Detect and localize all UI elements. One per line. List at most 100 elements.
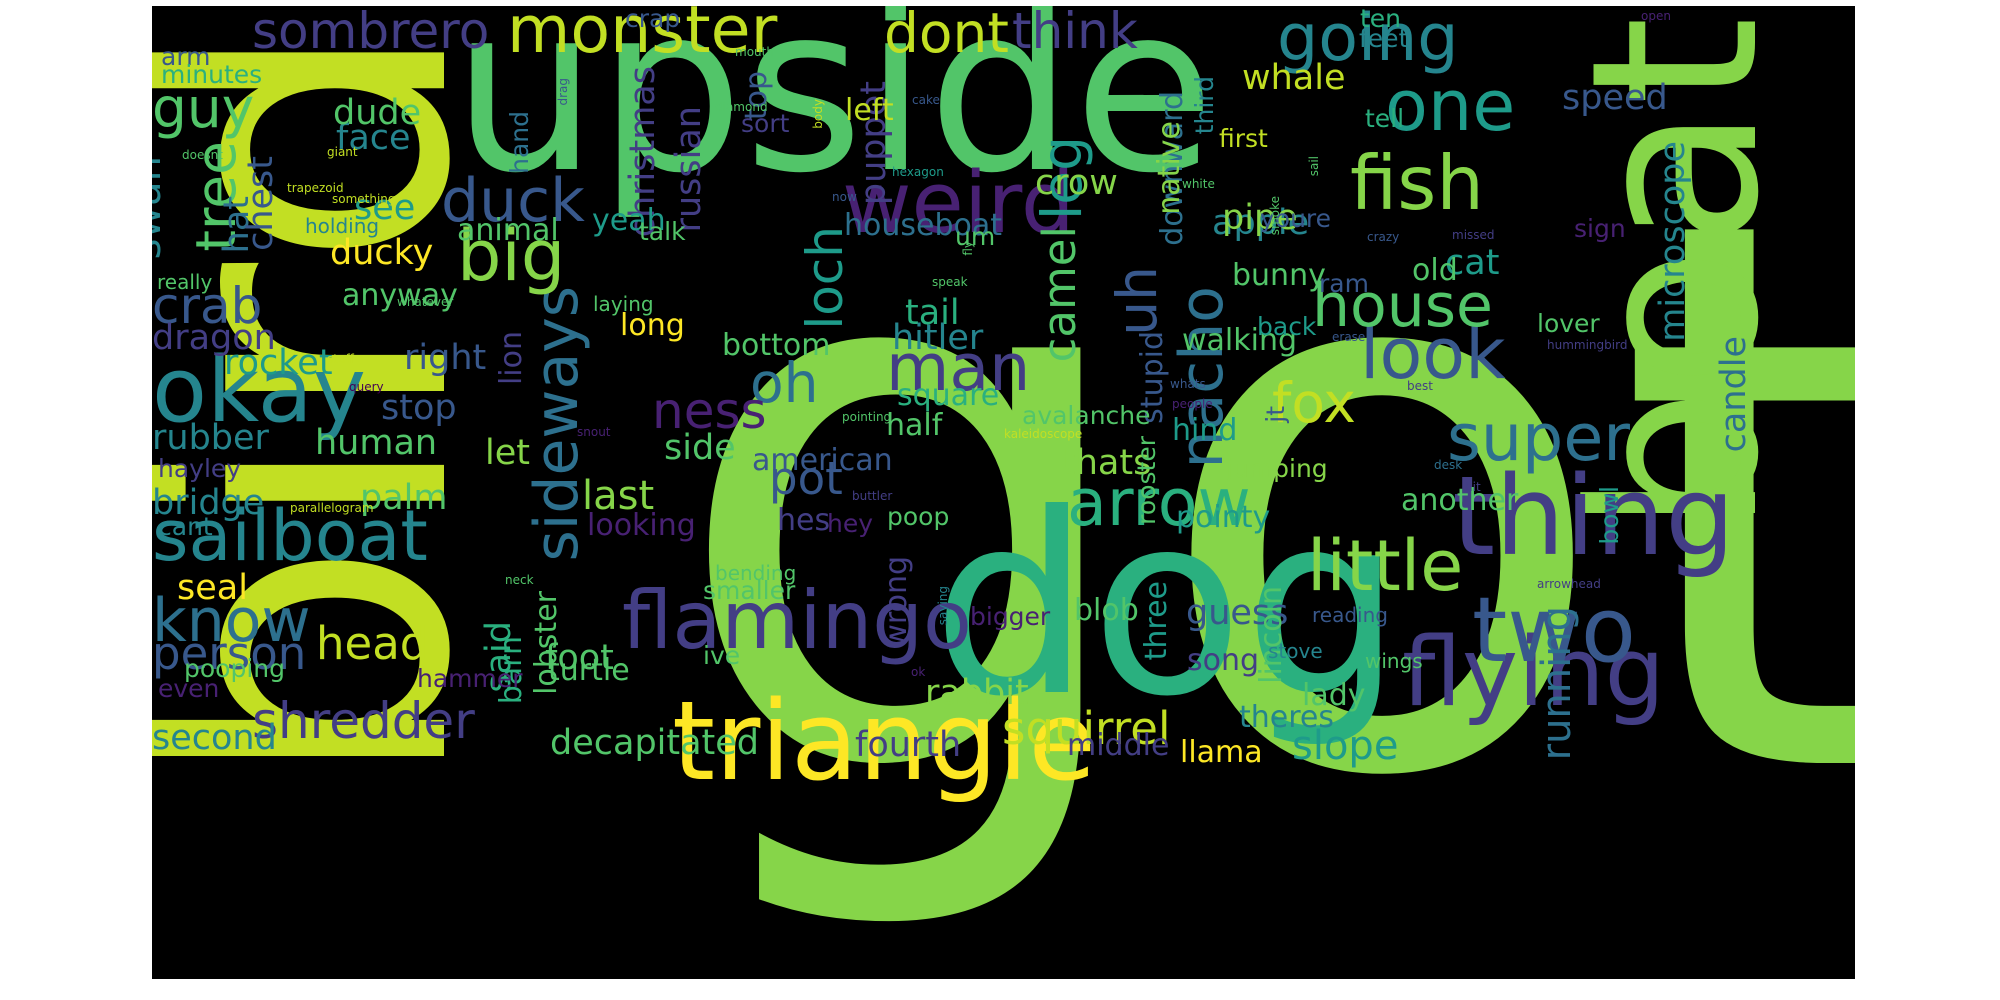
word-arrowhead: arrowhead xyxy=(1537,577,1601,591)
word-bowl: bowl xyxy=(1595,486,1624,545)
word-smoke: smoke xyxy=(1268,196,1282,236)
word-lady: lady xyxy=(1302,678,1366,713)
word-wrong: wrong xyxy=(879,556,914,649)
word-jumping: jumping xyxy=(1226,454,1328,483)
word-big: big xyxy=(457,215,566,297)
word-long: long xyxy=(620,308,685,343)
word-erase: erase xyxy=(1332,330,1366,344)
word-mouth: mouth xyxy=(735,45,774,59)
word-rubber: rubber xyxy=(152,418,269,458)
word-left: left xyxy=(845,93,894,128)
word-stuff: stuff xyxy=(327,352,354,366)
word-thats: thats xyxy=(1062,443,1152,483)
word-right: right xyxy=(404,338,487,378)
word-going: going xyxy=(1277,6,1459,76)
word-back: back xyxy=(1257,312,1317,341)
word-middle: middle xyxy=(1067,728,1170,763)
word-even: even xyxy=(158,674,220,703)
word-hexagon: hexagon xyxy=(892,165,944,179)
word-guess: guess xyxy=(1186,593,1289,633)
word-duck: duck xyxy=(441,166,585,236)
word-squirrel: squirrel xyxy=(1002,702,1171,755)
word-bridge: bridge xyxy=(152,483,265,523)
word-snout: snout xyxy=(577,425,611,439)
word-decapitated: decapitated xyxy=(550,723,760,763)
word-old: old xyxy=(1412,253,1458,288)
word-rooster: rooster xyxy=(1132,436,1161,525)
word-tail: tail xyxy=(905,293,960,333)
word-russian: russian xyxy=(669,106,709,233)
word-chest: chest xyxy=(241,156,281,251)
word-body: body xyxy=(811,99,825,129)
word-upside: upside xyxy=(452,6,1215,224)
word-flamingo: flamingo xyxy=(622,574,972,667)
word-bigger: bigger xyxy=(970,602,1051,631)
word-third: third xyxy=(1190,76,1219,135)
word-foot: foot xyxy=(545,638,614,678)
word-american: american xyxy=(752,443,893,478)
word-arrow: arrow xyxy=(1067,466,1251,541)
word-lover: lover xyxy=(1537,309,1600,338)
word-lion: lion xyxy=(494,331,529,386)
word-walking: walking xyxy=(1182,323,1298,358)
word-native: native xyxy=(1152,121,1187,215)
word-fish: fish xyxy=(1350,139,1484,227)
word-looking: looking xyxy=(587,508,696,543)
word-another: another xyxy=(1401,483,1519,518)
word-stop: stop xyxy=(381,388,457,428)
word-person: person xyxy=(152,627,307,680)
word-animal: animal xyxy=(457,213,559,248)
word-rocket: rocket xyxy=(224,343,333,383)
word-sombrero: sombrero xyxy=(252,6,490,60)
word-open: open xyxy=(1641,9,1671,23)
word-ok: ok xyxy=(911,665,926,679)
word-lincoln: lincoln xyxy=(1254,586,1289,684)
word-avalanche: avalanche xyxy=(1022,401,1151,430)
word-cake: cake xyxy=(912,93,940,107)
word-camel: camel xyxy=(1033,226,1086,363)
word-little: little xyxy=(1307,525,1464,607)
word-hammer: hammer xyxy=(417,664,523,693)
word-weird: weird xyxy=(842,154,1075,253)
word-super: super xyxy=(1447,401,1631,476)
word-hind: hind xyxy=(1172,413,1238,448)
word-minutes: minutes xyxy=(161,60,263,89)
word-missed: missed xyxy=(1452,228,1495,242)
word-fourth: fourth xyxy=(855,725,962,765)
word-theres: theres xyxy=(1239,700,1334,735)
word-white: white xyxy=(1182,177,1215,191)
word-head: head xyxy=(316,617,429,670)
word-whale: whale xyxy=(1242,58,1346,98)
word-cloud: got bird upside dog boat triangle thing flying t… xyxy=(152,6,1855,979)
word-reading: reading xyxy=(1312,603,1388,627)
word-anyway: anyway xyxy=(342,278,458,313)
word-rabbit: rabbit xyxy=(925,673,1029,713)
word-hey: hey xyxy=(827,509,874,538)
word-let: let xyxy=(485,433,530,473)
word-fly: fly xyxy=(961,241,975,256)
word-see: see xyxy=(354,188,416,228)
word-now: now xyxy=(832,190,857,204)
word-flying: flying xyxy=(1402,618,1665,728)
word-think: think xyxy=(1012,6,1138,60)
word-side: side xyxy=(664,428,736,468)
word-crap: crap xyxy=(625,6,681,33)
word-square: square xyxy=(897,378,1000,413)
word-know: know xyxy=(152,586,311,656)
word-smaller: smaller xyxy=(703,576,796,605)
word-loch: loch xyxy=(796,226,854,330)
word-hand: hand xyxy=(505,111,534,174)
word-sort: sort xyxy=(741,109,790,138)
word-monster: monster xyxy=(507,6,778,68)
word-sign: sign xyxy=(1574,214,1626,243)
word-pipe: pipe xyxy=(1222,198,1298,238)
word-dude: dude xyxy=(333,93,422,133)
word-swan: swan xyxy=(152,156,170,260)
word-yeah: yeah xyxy=(592,203,666,238)
word-fox: fox xyxy=(1272,371,1356,435)
word-half: half xyxy=(886,408,943,443)
word-uh: uh xyxy=(1105,266,1169,336)
word-ram: ram xyxy=(1319,269,1369,298)
word-bunny: bunny xyxy=(1232,258,1326,293)
word-best: best xyxy=(1407,379,1433,393)
